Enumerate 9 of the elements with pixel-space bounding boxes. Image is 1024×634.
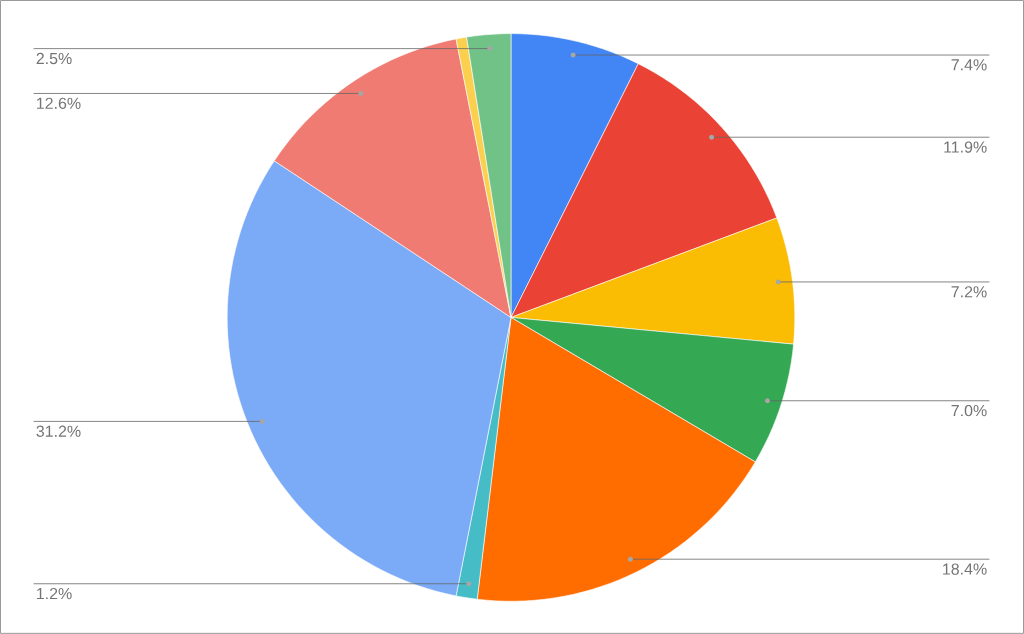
data-label: 11.9%: [944, 141, 987, 153]
data-label: 1.2%: [37, 588, 72, 600]
data-label: 7.4%: [951, 59, 987, 71]
data-label: 18.4%: [943, 563, 987, 575]
data-label: 7.0%: [951, 405, 987, 417]
data-label: 12.6%: [37, 97, 81, 110]
data-label: 2.5%: [36, 52, 72, 65]
data-label: 31.2%: [36, 425, 81, 437]
data-label: 7.2%: [951, 286, 987, 298]
